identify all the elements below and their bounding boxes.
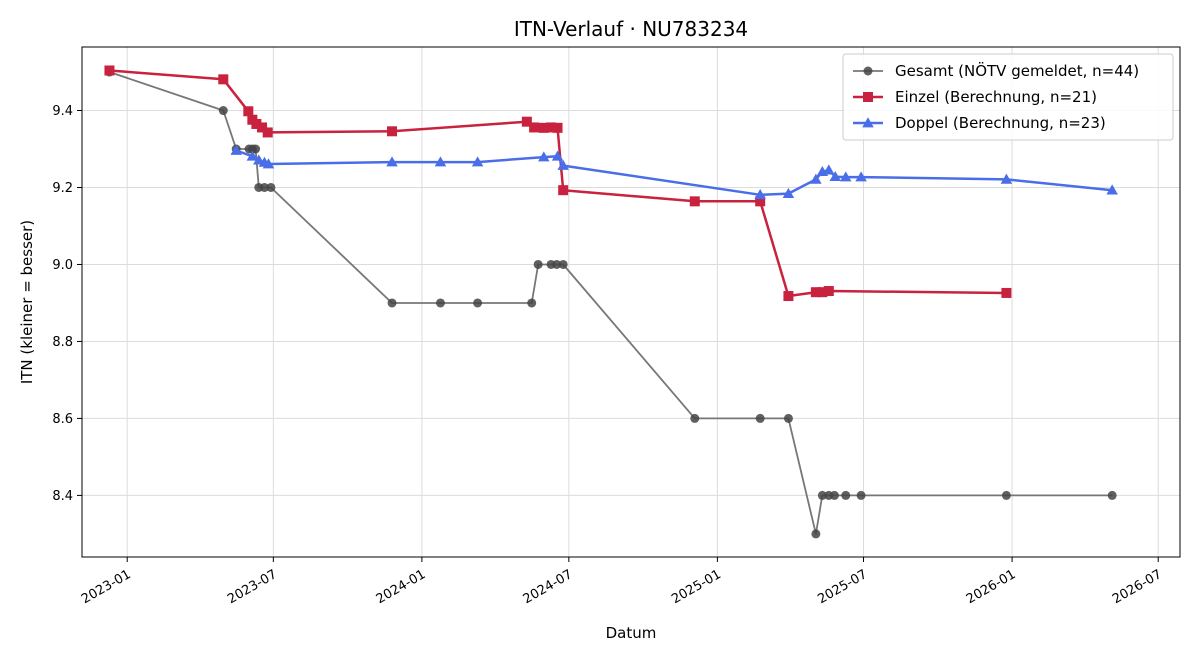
y-tick-label: 9.4	[52, 104, 73, 119]
legend-box	[842, 53, 1174, 141]
data-point	[783, 413, 793, 423]
data-point	[230, 144, 242, 155]
data-point	[262, 158, 275, 169]
data-point	[521, 116, 532, 127]
data-point	[855, 171, 867, 182]
x-axis-label: Datum	[606, 624, 657, 642]
data-point	[1001, 287, 1012, 298]
data-point	[840, 171, 852, 182]
data-point	[829, 170, 842, 182]
data-point	[527, 298, 537, 308]
legend-label: Doppel (Berechnung, n=23)	[895, 114, 1106, 132]
data-point	[841, 490, 851, 500]
y-tick-label: 9.2	[52, 181, 73, 196]
data-point	[251, 118, 262, 129]
data-point	[754, 189, 766, 200]
data-point	[529, 122, 540, 133]
legend: Gesamt (NÖTV gemeldet, n=44) Einzel (Bere…	[842, 53, 1174, 141]
data-point	[552, 122, 563, 133]
legend-marker	[863, 92, 873, 102]
data-point	[266, 182, 276, 192]
data-point	[856, 490, 866, 500]
data-point	[218, 106, 228, 116]
data-point	[817, 490, 827, 500]
data-point	[435, 298, 445, 308]
y-tick-label: 8.6	[52, 412, 73, 427]
data-point	[557, 159, 569, 170]
y-tick-label: 8.4	[52, 489, 73, 504]
data-point	[1001, 490, 1011, 500]
data-point	[471, 156, 484, 167]
data-point	[558, 185, 569, 196]
y-tick-label: 9.0	[52, 258, 73, 273]
data-point	[689, 196, 700, 207]
y-axis-label: ITN (kleiner = besser)	[18, 220, 36, 384]
data-point	[810, 287, 821, 298]
data-point	[1107, 490, 1117, 500]
data-point	[251, 144, 261, 154]
data-point	[817, 287, 828, 298]
data-point	[690, 413, 700, 423]
data-point	[257, 122, 268, 133]
legend-marker	[863, 66, 873, 76]
data-point	[1106, 184, 1118, 195]
legend-label: Gesamt (NÖTV gemeldet, n=44)	[895, 61, 1139, 80]
chart-title: ITN-Verlauf · NU783234	[514, 17, 748, 41]
data-point	[538, 122, 549, 133]
data-point	[782, 187, 795, 198]
data-point	[533, 259, 543, 269]
data-point	[1000, 173, 1013, 184]
data-point	[262, 127, 273, 138]
data-point	[823, 164, 835, 175]
data-point	[551, 150, 564, 161]
data-point	[811, 529, 821, 539]
data-point	[104, 65, 115, 76]
data-point	[755, 196, 766, 207]
data-point	[783, 291, 794, 302]
data-point	[243, 106, 254, 117]
data-point	[386, 156, 398, 167]
y-tick-label: 8.8	[52, 335, 73, 350]
series-triangle	[230, 144, 1118, 200]
data-point	[218, 74, 229, 85]
legend-label: Einzel (Berechnung, n=21)	[895, 88, 1097, 106]
data-point	[823, 286, 834, 297]
series-square	[104, 65, 1012, 302]
legend-marker	[862, 117, 874, 128]
data-point	[246, 150, 259, 161]
data-point	[829, 490, 839, 500]
data-point	[259, 182, 269, 192]
data-point	[552, 259, 562, 269]
data-point	[558, 259, 568, 269]
data-point	[546, 122, 557, 133]
data-point	[434, 156, 447, 167]
data-point	[810, 173, 822, 184]
series-layer	[104, 65, 1118, 539]
data-point	[387, 126, 398, 137]
data-point	[538, 151, 550, 162]
data-point	[755, 413, 765, 423]
plot-frame	[81, 46, 1181, 558]
data-point	[473, 298, 483, 308]
data-point	[387, 298, 397, 308]
